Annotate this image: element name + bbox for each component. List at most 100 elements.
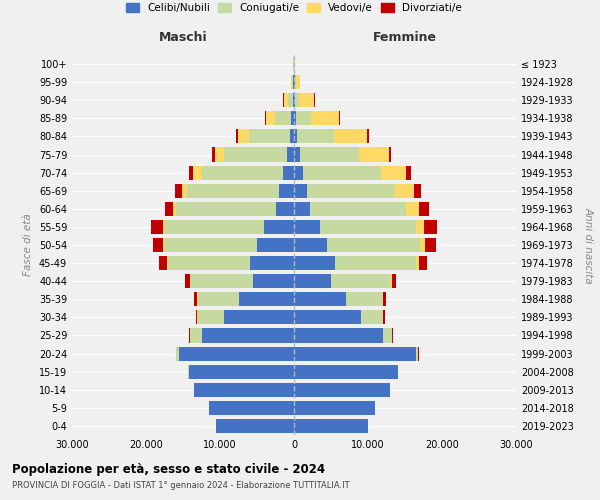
Bar [284,93,289,108]
Bar [419,202,428,216]
Bar [425,238,436,252]
Bar [198,310,224,324]
Bar [193,166,202,179]
Bar [164,238,257,252]
Bar [334,130,367,143]
Bar [294,382,390,397]
Bar [293,75,294,89]
Bar [253,274,294,288]
Bar [275,202,294,216]
Bar [299,93,314,108]
Bar [163,238,164,252]
Bar [331,274,390,288]
Bar [420,238,425,252]
Bar [307,184,395,198]
Bar [173,202,176,216]
Bar [419,256,427,270]
Bar [294,184,307,198]
Bar [167,256,168,270]
Bar [294,93,295,108]
Bar [188,364,189,378]
Bar [320,220,416,234]
Bar [160,256,167,270]
Bar [194,382,294,397]
Bar [275,112,292,126]
Y-axis label: Anni di nascita: Anni di nascita [583,206,593,284]
Bar [224,148,287,162]
Bar [406,166,411,179]
Bar [292,112,294,126]
Bar [185,274,190,288]
Bar [153,238,163,252]
Bar [300,148,359,162]
Text: PROVINCIA DI FOGGIA - Dati ISTAT 1° gennaio 2024 - Elaborazione TUTTITALIA.IT: PROVINCIA DI FOGGIA - Dati ISTAT 1° genn… [12,481,350,490]
Bar [290,130,294,143]
Bar [164,220,265,234]
Bar [294,148,300,162]
Bar [406,202,419,216]
Bar [189,166,193,179]
Bar [361,310,383,324]
Bar [416,256,419,270]
Bar [294,292,346,306]
Bar [265,112,266,126]
Text: Maschi: Maschi [158,31,208,44]
Bar [294,130,297,143]
Bar [198,292,239,306]
Bar [294,274,331,288]
Bar [250,256,294,270]
Bar [392,274,396,288]
Bar [294,328,383,342]
Bar [294,346,416,360]
Bar [287,148,294,162]
Bar [265,220,294,234]
Y-axis label: Fasce di età: Fasce di età [23,214,33,276]
Bar [295,75,296,89]
Bar [339,112,340,126]
Bar [295,93,299,108]
Bar [176,202,275,216]
Bar [294,166,303,179]
Bar [189,364,294,378]
Bar [414,184,421,198]
Bar [239,292,294,306]
Text: Femmine: Femmine [373,31,437,44]
Bar [190,328,202,342]
Bar [294,238,328,252]
Bar [236,130,238,143]
Bar [194,292,197,306]
Bar [416,220,424,234]
Bar [390,274,392,288]
Bar [217,419,294,433]
Bar [296,112,311,126]
Bar [296,75,300,89]
Bar [212,148,215,162]
Bar [294,401,376,415]
Bar [294,112,296,126]
Bar [151,220,163,234]
Bar [187,184,279,198]
Bar [328,238,420,252]
Bar [380,166,406,179]
Bar [383,292,386,306]
Bar [424,220,437,234]
Bar [209,401,294,415]
Bar [224,310,294,324]
Bar [395,184,414,198]
Bar [389,148,391,162]
Bar [297,130,334,143]
Bar [294,220,320,234]
Bar [163,220,164,234]
Bar [283,166,294,179]
Bar [294,364,398,378]
Bar [292,75,293,89]
Bar [311,112,339,126]
Bar [176,346,179,360]
Bar [215,148,224,162]
Bar [202,328,294,342]
Bar [179,346,294,360]
Bar [294,419,368,433]
Bar [294,202,310,216]
Bar [293,93,294,108]
Bar [367,130,369,143]
